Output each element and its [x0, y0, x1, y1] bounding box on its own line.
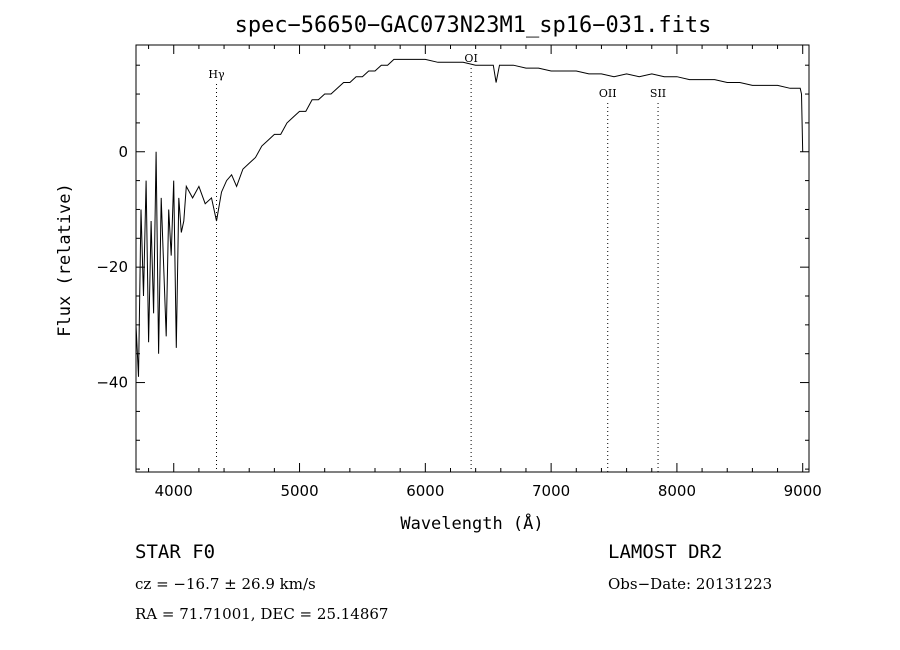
x-tick-label: 4000: [155, 482, 193, 500]
plot-title: spec−56650−GAC073N23M1_sp16−031.fits: [235, 13, 712, 38]
annotation-label: OII: [599, 87, 617, 100]
x-tick-label: 7000: [532, 482, 570, 500]
spectrum-line: [135, 58, 804, 377]
y-axis-label: Flux (relative): [55, 183, 75, 337]
obs-date: Obs−Date: 20131223: [608, 575, 773, 593]
survey-name: LAMOST DR2: [608, 541, 723, 563]
coordinates: RA = 71.71001, DEC = 25.14867: [135, 605, 389, 623]
line-annotations: Hγ OI OII SII: [208, 52, 666, 472]
annotation-label: Hγ: [208, 68, 225, 81]
y-tick-label: 0: [118, 143, 128, 161]
x-tick-label: 9000: [784, 482, 822, 500]
x-axis-label: Wavelength (Å): [400, 512, 543, 534]
annotation-label: OI: [464, 52, 477, 65]
object-class: STAR F0: [135, 541, 216, 563]
y-tick-label: −40: [96, 374, 128, 392]
x-tick-label: 6000: [406, 482, 444, 500]
redshift-cz: cz = −16.7 ± 26.9 km/s: [135, 575, 316, 593]
plot-frame: [135, 44, 810, 473]
x-tick-label: 5000: [280, 482, 318, 500]
x-tick-label: 8000: [658, 482, 696, 500]
y-tick-label: −20: [96, 258, 128, 276]
axis-ticks: 4000 5000 6000 7000 8000 9000 0 −20 −40: [96, 45, 822, 500]
annotation-label: SII: [650, 87, 666, 100]
